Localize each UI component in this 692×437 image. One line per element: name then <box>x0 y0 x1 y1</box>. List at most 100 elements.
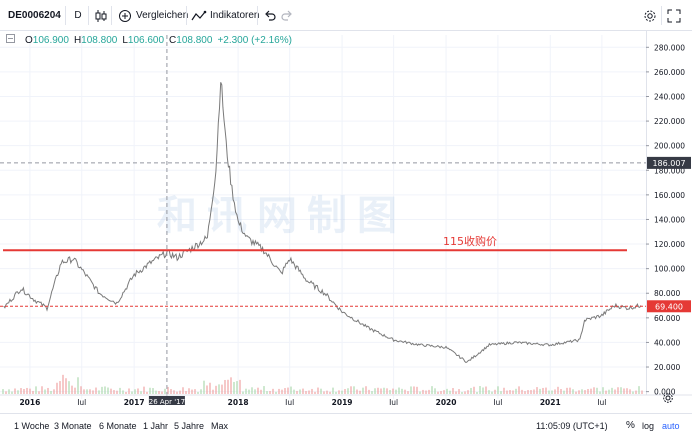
volume-bar <box>617 387 619 394</box>
price-chart[interactable]: 和讯网制图 115收购价 0.000 20.000 40.000 60.000 80.000… <box>0 31 692 405</box>
volume-bar <box>116 390 118 394</box>
volume-bar <box>323 391 325 394</box>
interval-button[interactable]: D <box>74 10 82 21</box>
crosshair-date-label: 26 Apr '17 <box>149 398 185 405</box>
close-value: 108.800 <box>176 34 213 46</box>
volume-bar <box>491 391 493 394</box>
log-toggle[interactable]: log <box>642 421 655 431</box>
ohlc-legend: O 106.900 H 108.800 L 106.600 C 108.800 +2.3… <box>6 33 292 47</box>
volume-bar <box>401 388 403 394</box>
volume-bar <box>308 390 310 394</box>
volume-bar <box>254 389 256 394</box>
volume-bar <box>587 389 589 394</box>
volume-bar <box>383 387 385 394</box>
range-1w[interactable]: 1 Woche <box>14 421 50 431</box>
volume-bar <box>467 390 469 394</box>
undo-icon <box>262 8 278 24</box>
volume-bar <box>359 390 361 394</box>
volume-bar <box>497 386 499 394</box>
volume-bar <box>377 387 379 394</box>
volume-bar <box>548 390 550 394</box>
price-tick-label: 140.000 <box>654 215 685 224</box>
volume-bar <box>5 391 7 394</box>
volume-bar <box>41 386 43 394</box>
volume-bar <box>599 391 601 394</box>
redo-button[interactable] <box>279 0 295 31</box>
compare-button[interactable]: Vergleichen <box>117 0 188 31</box>
volume-bar <box>413 386 415 394</box>
price-tick-label: 220.000 <box>654 117 685 126</box>
volume-bar <box>104 386 106 394</box>
volume-bar <box>509 390 511 394</box>
price-tick-label: 260.000 <box>654 68 685 77</box>
range-3m[interactable]: 3 Monate <box>54 421 92 431</box>
volume-bar <box>386 388 388 394</box>
fullscreen-button[interactable] <box>666 0 682 31</box>
range-1y[interactable]: 1 Jahr <box>143 421 169 431</box>
price-tick-label: 60.000 <box>654 314 680 323</box>
volume-bar <box>191 389 193 394</box>
redo-icon <box>279 8 295 24</box>
volume-bar <box>203 380 205 394</box>
price-tick-label: 280.000 <box>654 43 685 52</box>
volume-bar <box>233 381 235 394</box>
volume-bar <box>290 386 292 394</box>
volume-bar <box>275 391 277 394</box>
volume-bar <box>533 389 535 394</box>
volume-bar <box>602 387 604 394</box>
price-tick-label: 180.000 <box>654 166 685 175</box>
range-6m[interactable]: 6 Monate <box>99 421 137 431</box>
toolbar-divider <box>88 6 89 25</box>
indicators-icon <box>191 8 207 24</box>
volume-bar <box>143 386 145 394</box>
volume-bar <box>197 391 199 394</box>
range-5y[interactable]: 5 Jahre <box>174 421 205 431</box>
low-value: 106.600 <box>127 34 165 46</box>
undo-button[interactable] <box>262 0 278 31</box>
volume-bar <box>101 386 103 394</box>
time-tick-label: 2016 <box>19 398 40 405</box>
volume-bar <box>473 386 475 394</box>
volume-bar <box>164 388 166 394</box>
volume-bar <box>263 386 265 394</box>
symbol-search[interactable]: DE0006204 <box>8 10 61 21</box>
volume-bar <box>20 388 22 394</box>
volume-bar <box>14 388 16 394</box>
volume-bar <box>239 379 241 394</box>
top-toolbar: DE0006204 D Vergleichen Indikatoren <box>0 0 692 31</box>
volume-bar <box>167 386 169 394</box>
volume-bar <box>194 389 196 394</box>
volume-bar <box>380 388 382 394</box>
volume-bar <box>122 390 124 394</box>
volume-bar <box>272 388 274 394</box>
volume-bar <box>245 388 247 394</box>
volume-bar <box>542 387 544 394</box>
settings-button[interactable] <box>642 0 658 31</box>
price-axis[interactable] <box>646 31 692 395</box>
candle-style-button[interactable] <box>93 0 109 31</box>
volume-bar <box>146 391 148 394</box>
time-tick-label: Jul <box>388 398 398 405</box>
price-tick-label: 40.000 <box>654 338 680 347</box>
range-max[interactable]: Max <box>211 421 229 431</box>
price-tick-label: 0.000 <box>654 388 676 397</box>
volume-bar <box>131 391 133 394</box>
volume-bar <box>392 388 394 394</box>
volume-bar <box>455 391 457 394</box>
volume-bar <box>485 386 487 394</box>
volume-bar <box>530 390 532 394</box>
indicators-button[interactable]: Indikatoren <box>191 0 259 31</box>
collapse-legend-icon[interactable] <box>6 34 15 46</box>
volume-bar <box>182 387 184 394</box>
auto-toggle[interactable]: auto <box>662 421 680 431</box>
axis-settings-icon[interactable] <box>663 393 673 403</box>
clock: 11:05:09 (UTC+1) <box>536 421 608 431</box>
volume-bar <box>317 387 319 394</box>
percent-toggle[interactable]: % <box>626 420 635 431</box>
volume-bar <box>470 387 472 394</box>
volume-bar <box>68 381 70 394</box>
volume-bar <box>347 388 349 394</box>
time-tick-label: Jul <box>284 398 294 405</box>
volume-bar <box>281 389 283 394</box>
volume-bar <box>77 377 79 394</box>
